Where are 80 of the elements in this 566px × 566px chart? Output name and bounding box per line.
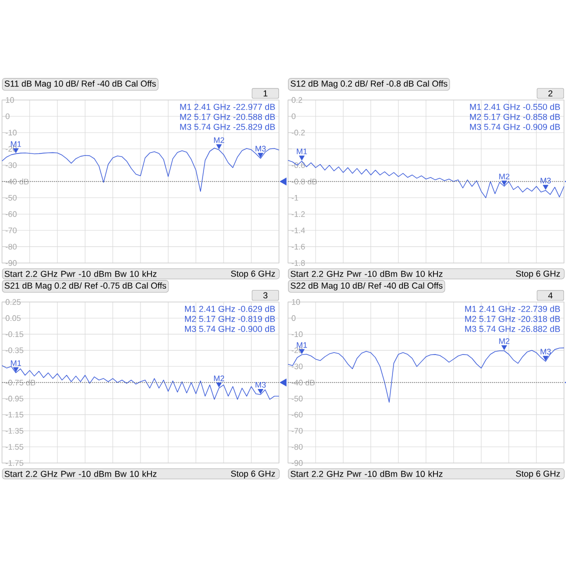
chart-title: S12 dB Mag 0.2 dB/ Ref -0.8 dB Cal Offs — [290, 80, 448, 88]
y-tick-label: -40 dB — [6, 178, 29, 184]
annotation: M3 — [256, 146, 266, 152]
chart-title: S21 dB Mag 0.2 dB/ Ref -0.75 dB Cal Offs — [4, 282, 166, 290]
y-tick-label: -0.8 dB — [292, 178, 317, 184]
y-tick-label: -90 — [292, 460, 303, 466]
annotation: M2 — [499, 338, 510, 344]
y-tick-label: -30 — [6, 162, 17, 168]
y-tick-label: -1.6 — [292, 244, 305, 250]
y-tick-label: 0.05 — [6, 315, 21, 321]
text: 3 — [263, 292, 268, 298]
y-tick-label: -1.75 — [6, 460, 24, 466]
annotation: M1 2.41 GHz -0.550 dB — [470, 104, 560, 110]
annotation: M3 5.74 GHz -0.900 dB — [185, 326, 275, 332]
text: 1 — [264, 90, 268, 96]
y-tick-label: 0 — [292, 113, 296, 120]
text: Start 2.2 GHz Pwr -10 dBm Bw 10 kHz — [290, 470, 442, 477]
annotation: M2 5.17 GHz -0.858 dB — [470, 114, 560, 120]
y-tick-label: -0.75 dB — [6, 380, 36, 386]
y-tick-label: -1.8 — [292, 260, 305, 266]
y-tick-label: 0.2 — [292, 97, 302, 103]
y-tick-label: -80 — [6, 244, 17, 250]
text: Stop 6 GHz — [230, 470, 275, 478]
annotation: M1 2.41 GHz -22.739 dB — [465, 306, 560, 312]
annotation: M1 — [10, 141, 22, 147]
annotation: M3 5.74 GHz -26.882 dB — [465, 326, 560, 332]
y-tick-label: -0.35 — [6, 347, 24, 354]
y-tick-label: -50 — [292, 396, 303, 402]
y-tick-label: -80 — [292, 444, 303, 450]
y-tick-label: -10 — [6, 130, 17, 136]
y-tick-label: -70 — [6, 228, 17, 234]
text: Start 2.2 GHz Pwr -10 dBm Bw 10 kHz — [290, 270, 442, 277]
annotation: M1 2.41 GHz -0.629 dB — [185, 306, 275, 312]
text: Stop 6 GHz — [516, 270, 560, 278]
y-tick-label: -1 — [292, 195, 298, 201]
annotation: M3 — [540, 178, 551, 184]
text: 2 — [548, 90, 552, 96]
annotation: M2 5.17 GHz -20.318 dB — [465, 316, 560, 322]
y-tick-label: -30 — [292, 364, 303, 370]
y-tick-label: -60 — [6, 211, 17, 217]
y-tick-label: -0.95 — [6, 396, 24, 402]
y-tick-label: 10 — [6, 97, 14, 103]
y-tick-label: -90 — [6, 260, 17, 266]
y-tick-label: -1.55 — [6, 444, 24, 450]
y-tick-label: 0 — [292, 315, 296, 321]
text: Stop 6 GHz — [230, 270, 275, 278]
y-tick-label: -70 — [292, 428, 303, 434]
chart-title: S11 dB Mag 10 dB/ Ref -40 dB Cal Offs — [4, 80, 156, 88]
annotation: M2 — [214, 137, 224, 143]
y-tick-label: -1.4 — [292, 228, 305, 234]
y-tick-label: 0.25 — [6, 299, 21, 305]
text: Start 2.2 GHz Pwr -10 dBm Bw 10 kHz — [4, 270, 156, 277]
annotation: M1 — [296, 148, 307, 154]
text: 4 — [548, 292, 553, 298]
y-tick-label: -0.6 — [292, 162, 305, 168]
annotation: M3 5.74 GHz -0.909 dB — [470, 124, 560, 130]
y-tick-label: -1.15 — [6, 412, 24, 418]
annotation: M1 2.41 GHz -22.977 dB — [180, 104, 275, 110]
annotation: M1 — [10, 360, 22, 366]
y-tick-label: -0.15 — [6, 331, 24, 338]
annotation: M2 5.17 GHz -0.819 dB — [185, 316, 275, 322]
y-tick-label: -0.2 — [292, 130, 305, 136]
chart-title: S22 dB Mag 10 dB/ Ref -40 dB Cal Offs — [290, 282, 442, 290]
y-tick-label: 10 — [292, 299, 300, 305]
y-tick-label: -40 dB — [292, 380, 315, 386]
annotation: M3 5.74 GHz -25.829 dB — [180, 124, 275, 130]
text: Stop 6 GHz — [516, 470, 560, 478]
y-tick-label: -1.35 — [6, 428, 24, 434]
y-tick-label: 0 — [6, 113, 10, 120]
annotation: M3 — [540, 348, 551, 354]
y-tick-label: -1.2 — [292, 211, 305, 217]
annotation: M3 — [256, 382, 266, 388]
annotation: M2 — [214, 376, 224, 382]
annotation: M2 5.17 GHz -20.588 dB — [180, 114, 275, 120]
y-tick-label: -50 — [6, 194, 17, 201]
y-tick-label: -10 — [292, 331, 303, 338]
annotation: M1 — [296, 342, 307, 348]
text: Start 2.2 GHz Pwr -10 dBm Bw 10 kHz — [4, 470, 156, 477]
y-tick-label: -60 — [292, 412, 303, 418]
annotation: M2 — [499, 174, 510, 180]
